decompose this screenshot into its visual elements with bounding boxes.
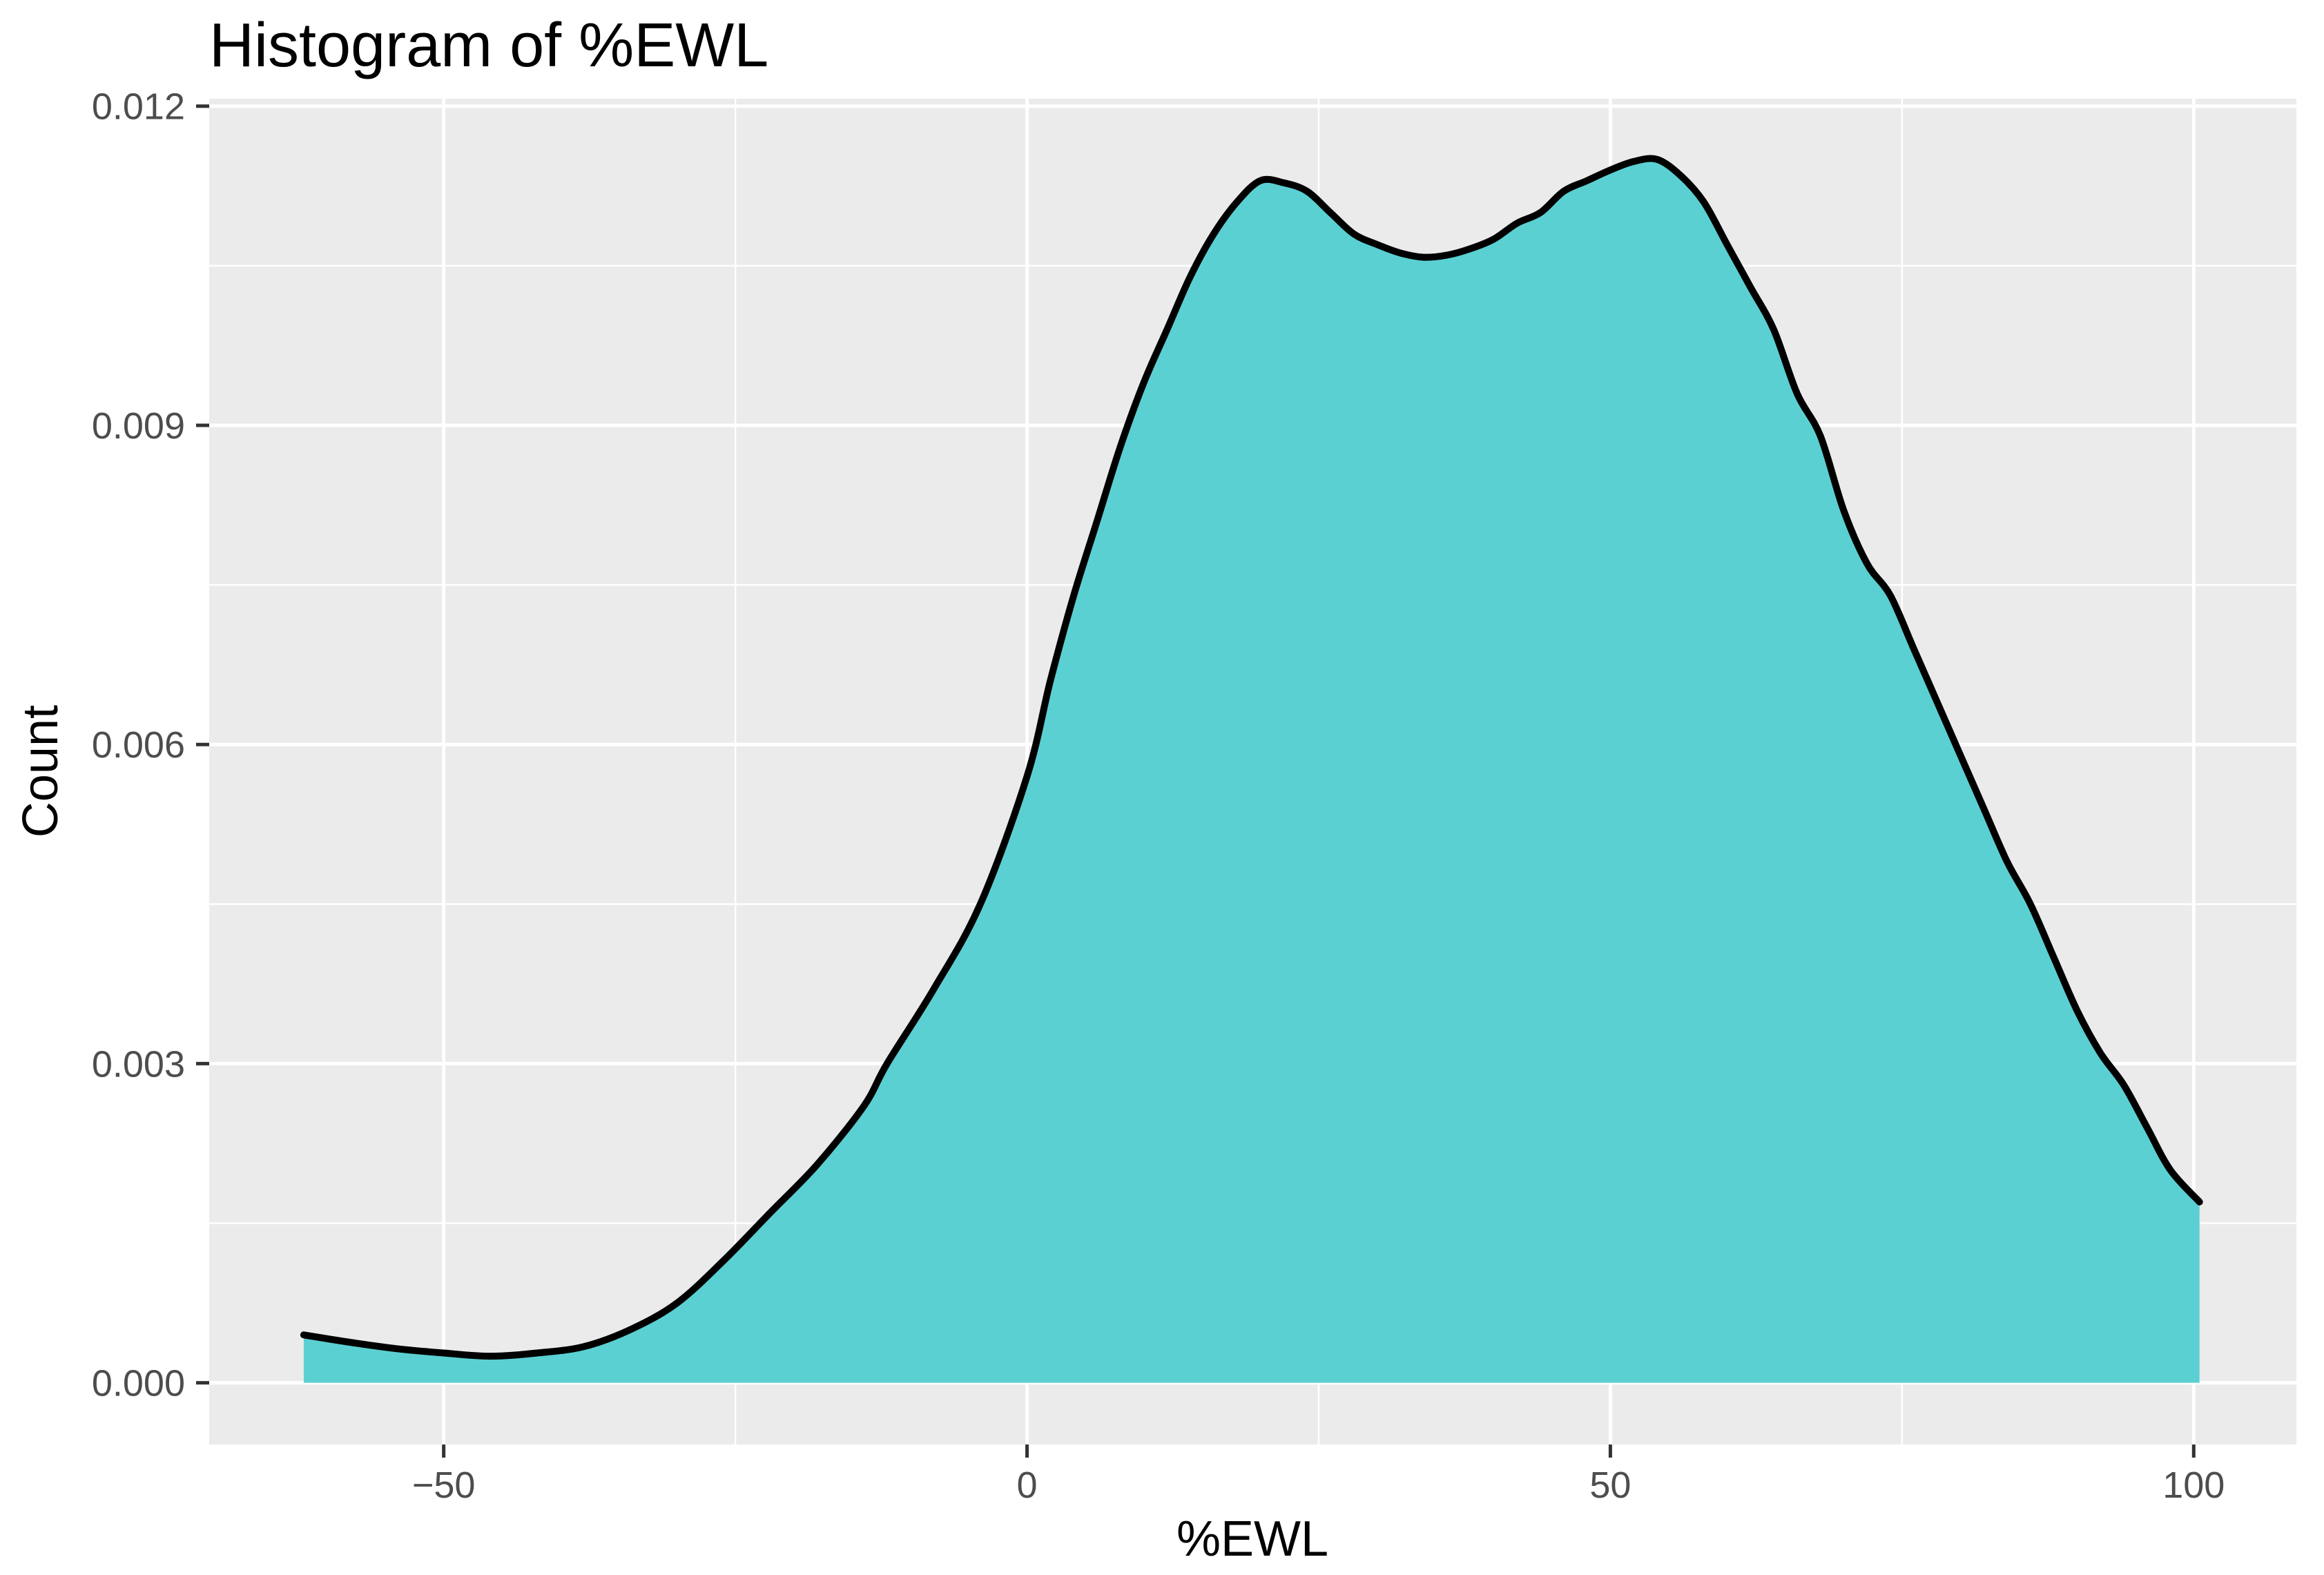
density-area: [303, 158, 2200, 1383]
x-tick-label: 50: [1589, 1465, 1631, 1506]
density-curve: [300, 155, 2203, 1360]
y-tick-label: 0.009: [92, 405, 185, 447]
x-axis-ticks: [442, 1444, 2196, 1458]
plot-title: Histogram of %EWL: [209, 11, 768, 80]
x-tick-label: −50: [412, 1465, 476, 1506]
x-tick-label: 100: [2162, 1465, 2225, 1506]
y-axis-tick-labels: 0.000 0.003 0.006 0.009 0.012: [92, 86, 185, 1404]
x-axis-tick-labels: −50 0 50 100: [412, 1465, 2225, 1506]
y-axis-ticks: [196, 104, 209, 1385]
y-axis-title: Count: [13, 705, 68, 838]
x-axis-title: %EWL: [1176, 1511, 1328, 1567]
y-tick-label: 0.012: [92, 86, 185, 128]
grid-major-lines: [209, 99, 2296, 1444]
y-tick-label: 0.006: [92, 724, 185, 766]
y-tick-label: 0.000: [92, 1363, 185, 1404]
x-tick-label: 0: [1017, 1465, 1038, 1506]
y-tick-label: 0.003: [92, 1043, 185, 1085]
